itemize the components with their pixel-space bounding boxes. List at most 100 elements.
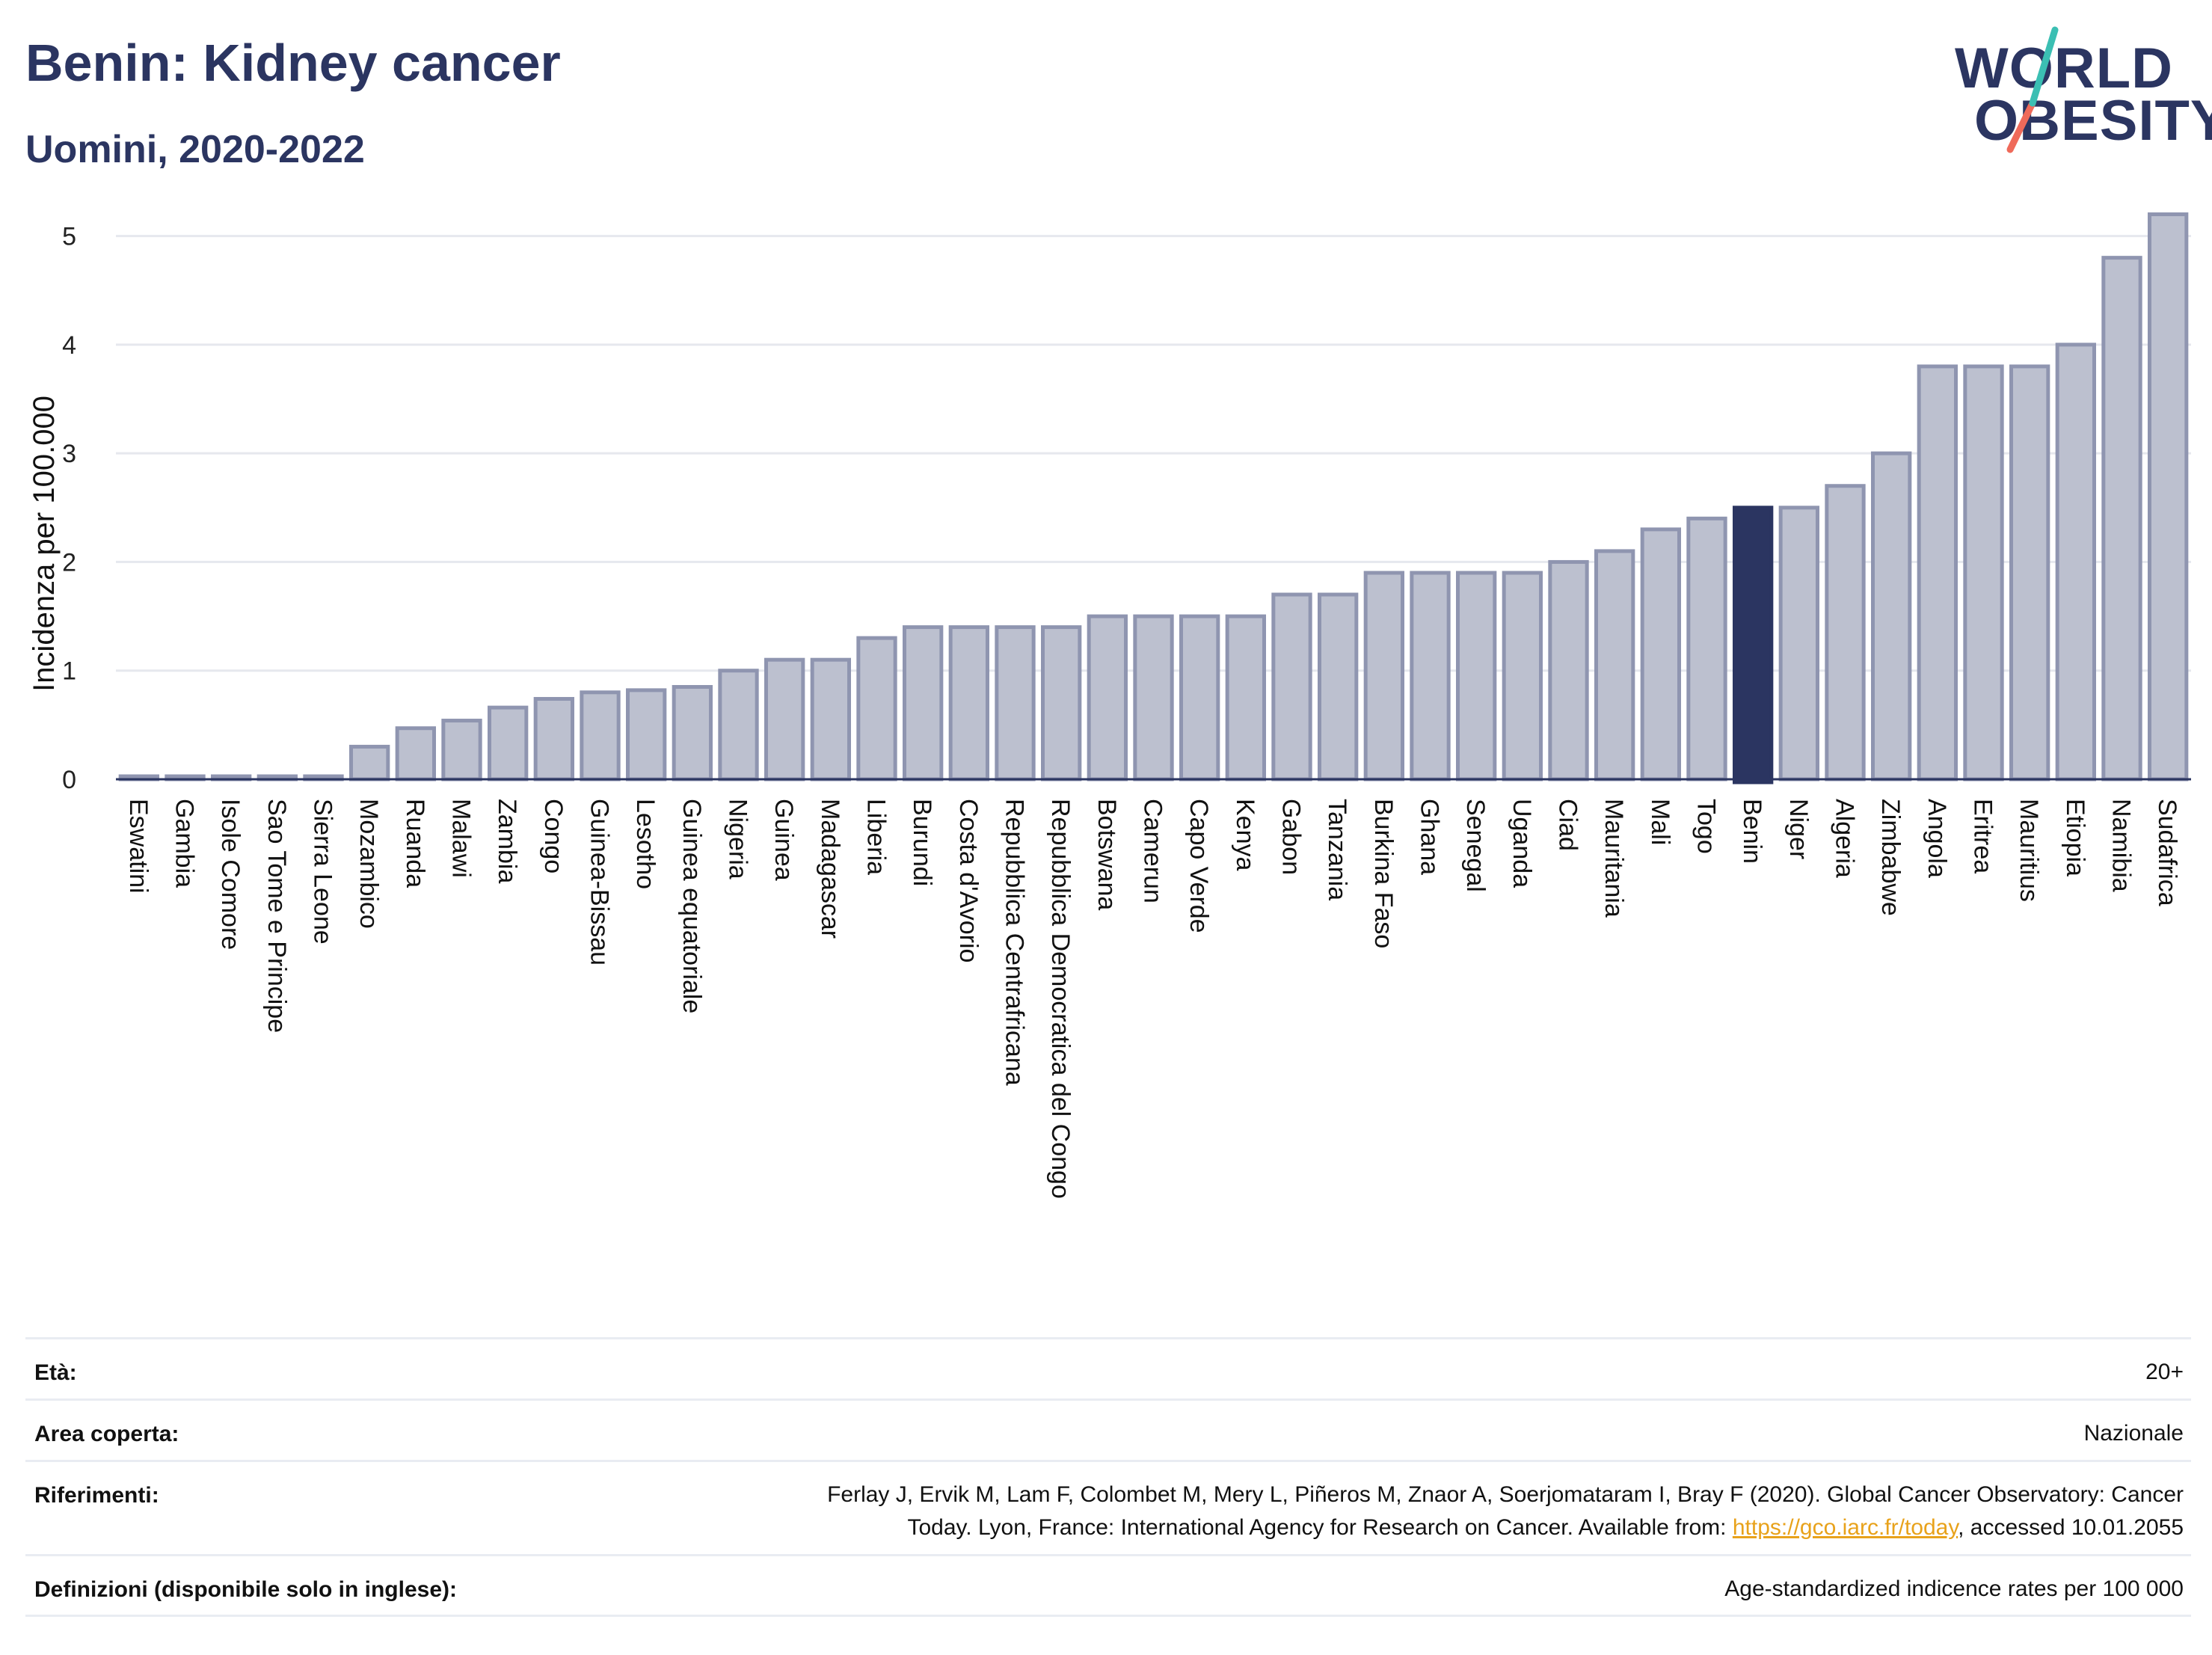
x-tick-label: Kenya — [1231, 799, 1259, 871]
bar-algeria — [1825, 484, 1866, 782]
x-tick-label: Namibia — [2107, 799, 2136, 892]
bar-namibia — [2101, 256, 2142, 782]
meta-row-age: Età: 20+ — [25, 1337, 2191, 1398]
bar-mozambico — [349, 744, 390, 782]
bar-zambia — [488, 705, 529, 782]
bar-sudafrica — [2148, 212, 2189, 782]
x-tick-label: Benin — [1738, 799, 1766, 864]
x-tick-label: Sudafrica — [2153, 799, 2181, 906]
x-tick-label: Camerun — [1139, 799, 1167, 903]
definitions-value: Age-standardized indicence rates per 100… — [1724, 1576, 2184, 1601]
y-axis-label: Incidenza per 100.000 — [28, 396, 61, 692]
bar-lesotho — [626, 688, 667, 782]
bar-mauritius — [2009, 364, 2050, 782]
y-tick-label: 1 — [62, 657, 76, 686]
x-tick-label: Madagascar — [816, 799, 844, 939]
references-value: Ferlay J, Ervik M, Lam F, Colombet M, Me… — [827, 1479, 2184, 1554]
bar-madagascar — [810, 657, 851, 782]
bar-niger — [1778, 506, 1820, 782]
bar-ruanda — [395, 726, 437, 782]
x-tick-label: Togo — [1692, 799, 1721, 854]
y-tick-label: 0 — [62, 766, 76, 794]
x-tick-label: Lesotho — [631, 799, 660, 889]
bar-capo-verde — [1179, 614, 1220, 782]
bar-guinea — [764, 657, 805, 782]
chart-title: Benin: Kidney cancer — [25, 34, 561, 92]
x-tick-label: Tanzania — [1323, 799, 1351, 900]
bar-costa-d-avorio — [948, 625, 989, 782]
x-tick-label: Capo Verde — [1185, 799, 1213, 933]
bar-chart: 0 1 2 3 4 5 Eswatini Gambia Isole Comore Sao Tome… — [28, 212, 2191, 1199]
bar-burkina-faso — [1363, 571, 1404, 782]
x-tick-label: Senegal — [1461, 799, 1490, 892]
bar-tanzania — [1318, 592, 1359, 782]
y-tick-label: 4 — [62, 331, 76, 360]
x-tick-label: Etiopia — [2061, 799, 2089, 876]
x-tick-label: Repubblica Democratica del Congo — [1046, 799, 1075, 1199]
bar-mauritania — [1594, 549, 1635, 782]
meta-row-area: Area coperta: Nazionale — [25, 1398, 2191, 1460]
x-tick-label: Eswatini — [124, 799, 153, 894]
x-tick-label: Congo — [539, 799, 568, 873]
x-tick-label: Uganda — [1508, 799, 1536, 888]
bar-zimbabwe — [1871, 451, 1912, 782]
x-tick-label: Costa d'Avorio — [954, 799, 983, 962]
x-tick-label: Gambia — [170, 799, 199, 888]
age-value: 20+ — [2145, 1360, 2184, 1384]
bar-camerun — [1133, 614, 1174, 782]
x-tick-label: Guinea equatoriale — [678, 799, 706, 1013]
bar-uganda — [1502, 571, 1543, 782]
bar-kenya — [1225, 614, 1266, 782]
x-tick-label: Ruanda — [401, 799, 429, 888]
age-label: Età: — [34, 1360, 77, 1385]
x-tick-label: Burundi — [908, 799, 936, 886]
bar-gabon — [1271, 592, 1312, 782]
x-tick-label: Eritrea — [1969, 799, 1997, 873]
logo-line-1: WORLD — [1955, 37, 2174, 100]
x-tick-label: Gabon — [1277, 799, 1306, 875]
x-tick-label: Mauritius — [2015, 799, 2043, 902]
y-tick-label: 3 — [62, 440, 76, 468]
x-tick-label: Zambia — [493, 799, 521, 883]
area-value: Nazionale — [2083, 1421, 2184, 1446]
bar-congo — [533, 696, 575, 782]
y-tick-label: 2 — [62, 548, 76, 577]
x-tick-label: Mali — [1646, 799, 1674, 845]
bar-burundi — [903, 625, 944, 782]
x-tick-label: Algeria — [1831, 799, 1859, 878]
bar-togo — [1686, 516, 1727, 782]
world-obesity-logo: WORLD OBESITY — [1944, 22, 2212, 165]
x-tick-label: Botswana — [1093, 799, 1121, 910]
bar-benin — [1733, 506, 1774, 784]
x-tick-label: Zimbabwe — [1876, 799, 1905, 916]
references-text-2: Today. Lyon, France: International Agenc… — [907, 1515, 1733, 1540]
x-tick-label: Guinea-Bissau — [586, 799, 614, 965]
meta-row-definitions: Definizioni (disponibile solo in inglese… — [25, 1554, 2191, 1617]
bar-ciad — [1548, 559, 1589, 782]
x-tick-label: Mozambico — [354, 799, 383, 929]
bar-eritrea — [1963, 364, 2004, 782]
x-tick-label: Ghana — [1416, 799, 1444, 875]
x-tick-label: Burkina Faso — [1369, 799, 1398, 948]
x-tick-label: Isole Comore — [216, 799, 245, 950]
bar-repubblica-democratica-del-congo — [1041, 625, 1082, 782]
x-tick-label: Sao Tome e Principe — [262, 799, 291, 1033]
area-label: Area coperta: — [34, 1422, 179, 1446]
bar-etiopia — [2055, 343, 2097, 782]
references-link[interactable]: https://gco.iarc.fr/today — [1732, 1515, 1958, 1540]
x-tick-label: Liberia — [862, 799, 891, 875]
bar-malawi — [441, 719, 482, 782]
meta-row-references: Riferimenti: Ferlay J, Ervik M, Lam F, C… — [25, 1460, 2191, 1554]
metadata-table: Età: 20+ Area coperta: Nazionale Riferim… — [25, 1337, 2191, 1617]
x-tick-label: Niger — [1784, 799, 1813, 859]
x-tick-label: Ciad — [1554, 799, 1582, 851]
bar-liberia — [856, 636, 897, 782]
x-tick-label: Nigeria — [724, 799, 752, 879]
x-tick-label: Guinea — [769, 799, 798, 881]
x-tick-label: Angola — [1923, 799, 1951, 878]
definitions-label: Definizioni (disponibile solo in inglese… — [34, 1577, 458, 1602]
bar-senegal — [1456, 571, 1497, 782]
references-text-3: , accessed 10.01.2055 — [1958, 1515, 2184, 1540]
bar-repubblica-centrafricana — [995, 625, 1036, 782]
logo-slash-icon — [2006, 26, 2059, 153]
